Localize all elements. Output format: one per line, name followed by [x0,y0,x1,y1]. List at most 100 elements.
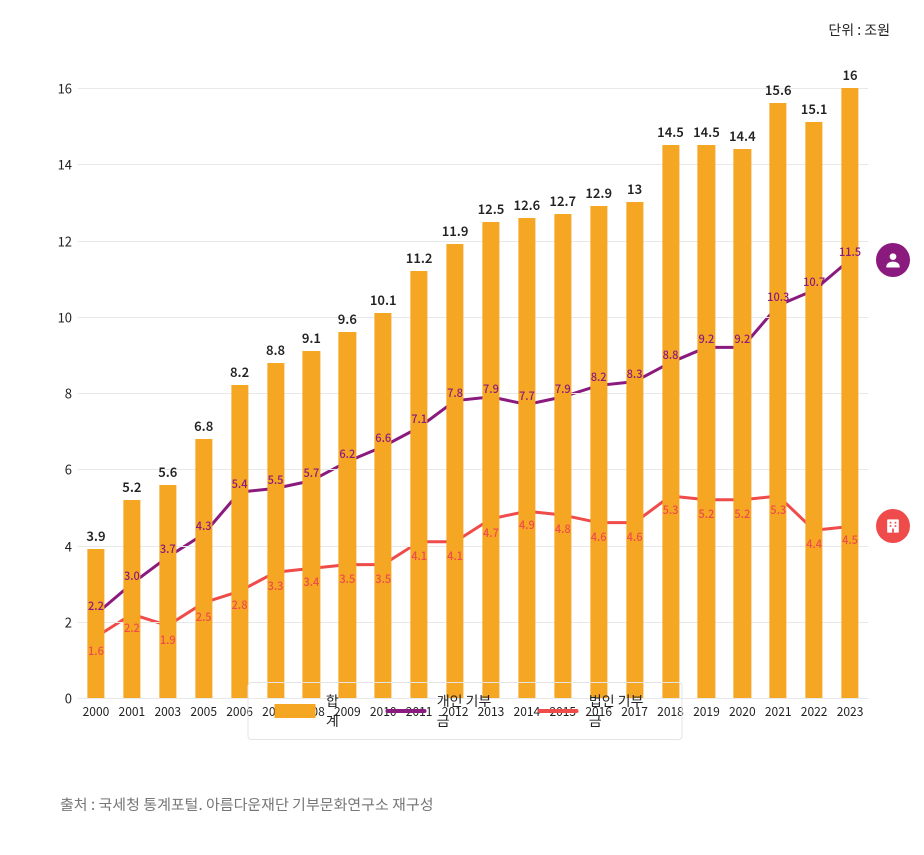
bar [303,351,320,698]
legend: 합계 개인 기부금 법인 기부금 [248,682,683,740]
x-axis-tick: 2001 [119,703,146,720]
bar [626,202,643,698]
building-icon [876,509,910,543]
x-axis-tick: 2003 [154,703,181,720]
bar [806,122,823,698]
bar [375,313,392,698]
x-axis-tick: 2005 [190,703,217,720]
line-value-label: 9.2 [698,331,714,347]
line-value-label: 3.0 [124,568,140,584]
line-value-label: 2.2 [88,598,104,614]
y-axis-tick: 14 [46,155,72,174]
line-value-label: 2.5 [196,609,212,625]
bar-value-label: 12.6 [514,195,541,214]
line-value-label: 7.9 [483,381,499,397]
bar [590,206,607,698]
bar [482,222,499,698]
line-value-label: 8.2 [591,369,607,385]
bar [518,218,535,698]
line-value-label: 5.3 [663,502,679,518]
line-value-label: 2.8 [232,597,248,613]
line-value-label: 3.5 [339,571,355,587]
line-value-label: 4.9 [519,517,535,533]
bar-value-label: 8.8 [266,340,285,359]
legend-label: 법인 기부금 [589,691,656,731]
legend-label: 합계 [326,691,351,731]
bar-value-label: 8.2 [230,362,249,381]
bar [698,145,715,698]
legend-label: 개인 기부금 [437,691,504,731]
chart-container: 단위 : 조원 024681012141620003.920015.220035… [30,20,900,740]
line-value-label: 3.4 [303,574,319,590]
line-value-label: 4.6 [591,529,607,545]
bar-value-label: 5.6 [158,462,177,481]
legend-item: 법인 기부금 [537,691,655,731]
bar-value-label: 5.2 [122,477,141,496]
line-value-label: 5.7 [303,465,319,481]
line-value-label: 6.6 [375,430,391,446]
bar [770,103,787,698]
y-axis-tick: 4 [46,536,72,555]
bar-value-label: 12.7 [549,191,576,210]
bar [841,88,858,698]
line-value-label: 9.2 [734,331,750,347]
line-value-label: 1.6 [88,643,104,659]
line-value-label: 7.7 [519,388,535,404]
legend-swatch [537,709,578,713]
line-value-label: 5.2 [698,506,714,522]
line-value-label: 5.4 [232,476,248,492]
line-value-label: 10.3 [767,289,789,305]
bar-value-label: 15.1 [801,99,828,118]
y-axis-tick: 6 [46,460,72,479]
line-value-label: 7.1 [411,411,427,427]
bar [123,500,140,698]
bar-value-label: 3.9 [86,526,105,545]
bar [734,149,751,698]
x-axis-tick: 2023 [837,703,864,720]
bar [662,145,679,698]
line-value-label: 5.3 [770,502,786,518]
x-axis-tick: 2020 [729,703,756,720]
line-value-label: 5.5 [268,472,284,488]
line-value-label: 8.8 [663,347,679,363]
y-axis-tick: 12 [46,231,72,250]
bar-value-label: 9.6 [338,309,357,328]
x-axis-tick: 2022 [801,703,828,720]
legend-swatch [275,704,316,718]
line-value-label: 3.5 [375,571,391,587]
unit-label: 단위 : 조원 [828,20,890,40]
bar-value-label: 13 [627,179,642,198]
bar-value-label: 6.8 [194,416,213,435]
line-value-label: 4.1 [411,548,427,564]
line-value-label: 10.7 [803,274,825,290]
x-axis-tick: 2019 [693,703,720,720]
plot-area: 024681012141620003.920015.220035.620056.… [78,50,868,698]
bar [411,271,428,698]
legend-item: 합계 [275,691,352,731]
legend-swatch [385,709,426,713]
bar [554,214,571,698]
y-axis-tick: 10 [46,307,72,326]
bar-value-label: 14.5 [657,122,684,141]
bar [267,363,284,698]
y-axis-tick: 2 [46,612,72,631]
bar [446,244,463,698]
person-icon [876,243,910,277]
line-value-label: 4.6 [627,529,643,545]
line-value-label: 4.1 [447,548,463,564]
gridline [78,88,868,89]
line-value-label: 3.3 [268,578,284,594]
bar-value-label: 12.9 [585,183,612,202]
line-value-label: 4.7 [483,525,499,541]
bar [195,439,212,698]
line-value-label: 2.2 [124,620,140,636]
bar [231,385,248,698]
bar-value-label: 12.5 [478,199,505,218]
line-value-label: 7.9 [555,381,571,397]
line-value-label: 6.2 [339,446,355,462]
bar-value-label: 14.4 [729,126,756,145]
bar [159,485,176,698]
legend-item: 개인 기부금 [385,691,503,731]
bar-value-label: 14.5 [693,122,720,141]
bar-value-label: 16 [842,65,857,84]
